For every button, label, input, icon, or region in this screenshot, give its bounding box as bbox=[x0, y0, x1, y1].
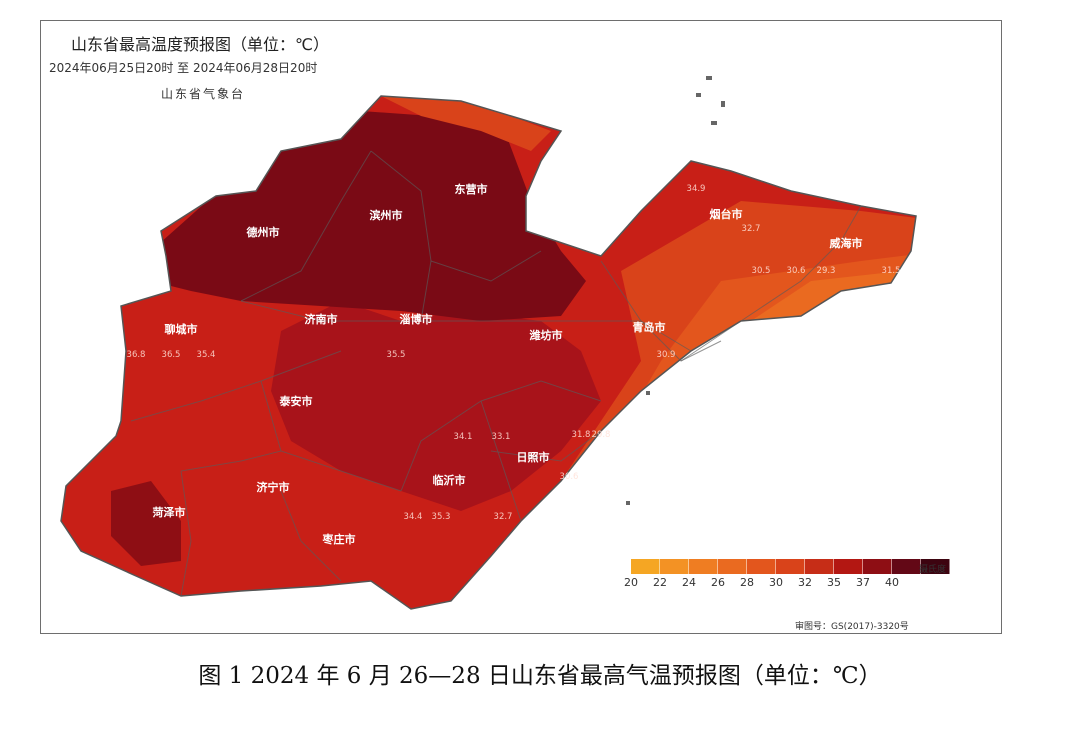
legend-tick: 30 bbox=[769, 576, 783, 589]
station-value: 34.9 bbox=[687, 184, 706, 194]
station-value: 31.5 bbox=[882, 266, 901, 276]
station-value: 29.3 bbox=[817, 266, 836, 276]
city-label: 滨州市 bbox=[370, 208, 403, 222]
legend-tick: 26 bbox=[711, 576, 725, 589]
station-value: 34.4 bbox=[404, 512, 423, 522]
legend-swatch bbox=[776, 559, 805, 574]
city-label: 临沂市 bbox=[433, 473, 466, 487]
station-value: 36.5 bbox=[162, 350, 181, 360]
shandong-temperature-map: 东营市 滨州市 德州市 烟台市 威海市 聊城市 济南市 淄博市 潍坊市 青岛市 … bbox=[60, 76, 917, 610]
station-values: 34.9 32.7 30.5 30.6 29.3 31.5 29.8 30.9 … bbox=[127, 184, 901, 522]
zone-northcoast bbox=[381, 96, 551, 151]
legend-tick: 24 bbox=[682, 576, 696, 589]
map-title: 山东省最高温度预报图（单位：℃） bbox=[71, 35, 329, 54]
city-label: 潍坊市 bbox=[530, 328, 563, 342]
islands bbox=[626, 76, 725, 505]
legend-swatch bbox=[921, 559, 950, 574]
city-label: 日照市 bbox=[517, 450, 550, 464]
city-labels: 东营市 滨州市 德州市 烟台市 威海市 聊城市 济南市 淄博市 潍坊市 青岛市 … bbox=[153, 182, 863, 546]
station-value: 35.4 bbox=[197, 350, 216, 360]
legend-swatch bbox=[892, 559, 921, 574]
approval-number: 审图号：GS(2017)-3320号 bbox=[795, 622, 909, 632]
station-value: 30.9 bbox=[657, 350, 676, 360]
station-value: 31.8 bbox=[572, 430, 591, 440]
city-borders bbox=[130, 150, 862, 597]
station-value: 33.1 bbox=[492, 432, 511, 442]
legend-swatch bbox=[718, 559, 747, 574]
city-label: 枣庄市 bbox=[322, 532, 356, 546]
city-label: 青岛市 bbox=[633, 320, 666, 334]
legend-swatch bbox=[805, 559, 834, 574]
legend-ticks: 20 22 24 26 28 30 32 35 37 40 bbox=[624, 576, 921, 590]
station-value: 30.6 bbox=[787, 266, 806, 276]
city-label: 济南市 bbox=[305, 312, 338, 326]
city-label: 聊城市 bbox=[165, 322, 198, 336]
city-label: 德州市 bbox=[246, 225, 280, 239]
city-label: 泰安市 bbox=[279, 394, 313, 408]
station-value: 35.3 bbox=[432, 512, 451, 522]
station-value: 30.5 bbox=[752, 266, 771, 276]
station-value: 30.6 bbox=[560, 472, 579, 482]
legend-tick: 35 bbox=[827, 576, 841, 589]
city-label: 威海市 bbox=[830, 236, 863, 250]
station-value: 35.5 bbox=[387, 350, 406, 360]
map-subtitle: 2024年06月25日20时 至 2024年06月28日20时 bbox=[49, 61, 318, 75]
city-label: 烟台市 bbox=[710, 207, 743, 221]
station-value: 36.8 bbox=[127, 350, 146, 360]
station-value: 29.8 bbox=[592, 430, 611, 440]
city-label: 淄博市 bbox=[400, 312, 433, 326]
legend-tick: 28 bbox=[740, 576, 754, 589]
city-label: 菏泽市 bbox=[153, 505, 186, 519]
legend-swatch bbox=[863, 559, 892, 574]
legend-swatch bbox=[747, 559, 776, 574]
legend-swatch bbox=[834, 559, 863, 574]
temperature-legend: 摄氏度 20 22 24 26 28 30 32 35 37 40 bbox=[624, 559, 950, 590]
map-frame: 山东省最高温度预报图（单位：℃） 2024年06月25日20时 至 2024年0… bbox=[40, 20, 1002, 634]
legend-color-bar bbox=[631, 559, 950, 574]
legend-swatch bbox=[631, 559, 660, 574]
station-value: 34.1 bbox=[454, 432, 473, 442]
legend-swatch bbox=[689, 559, 718, 574]
zone-southwest-hot bbox=[111, 481, 181, 566]
station-value: 32.7 bbox=[742, 224, 761, 234]
legend-tick: 40 bbox=[885, 576, 899, 589]
legend-swatch bbox=[660, 559, 689, 574]
figure-caption: 图 1 2024 年 6 月 26—28 日山东省最高气温预报图（单位：℃） bbox=[198, 663, 882, 689]
city-label: 东营市 bbox=[455, 182, 488, 196]
station-value: 32.7 bbox=[494, 512, 513, 522]
legend-tick: 22 bbox=[653, 576, 667, 589]
legend-tick: 37 bbox=[856, 576, 870, 589]
zone-35-37 bbox=[271, 301, 601, 511]
legend-tick: 32 bbox=[798, 576, 812, 589]
legend-unit: 摄氏度 bbox=[919, 565, 947, 575]
city-label: 济宁市 bbox=[257, 480, 290, 494]
map-agency: 山东省气象台 bbox=[161, 87, 246, 101]
legend-tick: 20 bbox=[624, 576, 638, 589]
